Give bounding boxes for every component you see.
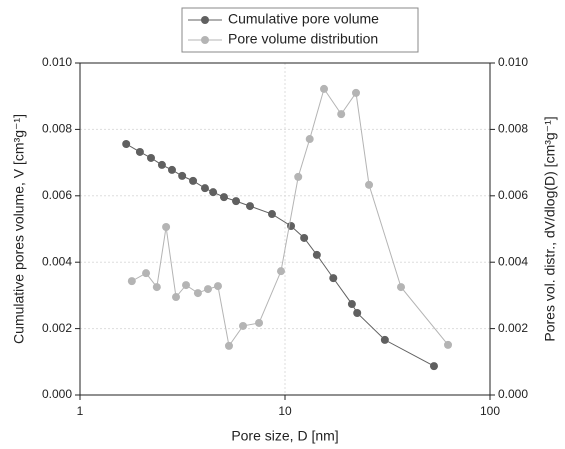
data-point xyxy=(300,233,309,242)
data-point xyxy=(276,267,285,276)
x-tick-label: 1 xyxy=(77,404,84,418)
y2-tick-label: 0.000 xyxy=(498,387,528,401)
data-point xyxy=(182,281,191,290)
data-point xyxy=(219,193,228,202)
x-tick-label: 100 xyxy=(480,404,500,418)
y2-tick-label: 0.002 xyxy=(498,321,528,335)
data-point xyxy=(267,210,276,219)
data-point xyxy=(122,140,131,149)
data-point xyxy=(294,172,303,181)
data-point xyxy=(203,285,212,294)
y-axis-label: Cumulative pores volume, V [cm³g⁻¹] xyxy=(11,114,27,344)
legend-marker xyxy=(201,16,209,24)
legend-box xyxy=(181,7,419,53)
data-point xyxy=(209,188,218,197)
y2-tick-label: 0.006 xyxy=(498,188,528,202)
data-point xyxy=(127,277,136,286)
data-point xyxy=(329,274,338,283)
data-point xyxy=(365,180,374,189)
y-tick-label: 0.002 xyxy=(42,321,72,335)
y-tick-label: 0.010 xyxy=(42,55,72,69)
data-point xyxy=(347,300,356,309)
data-point xyxy=(246,202,255,211)
data-point xyxy=(157,160,166,169)
data-point xyxy=(337,110,346,119)
legend-label: Cumulative pore volume xyxy=(228,11,379,27)
data-point xyxy=(193,289,202,298)
data-point xyxy=(429,362,438,371)
data-point xyxy=(147,153,156,162)
data-point xyxy=(178,171,187,180)
data-point xyxy=(444,340,453,349)
data-point xyxy=(162,223,171,232)
data-point xyxy=(396,283,405,292)
y2-tick-label: 0.004 xyxy=(498,254,528,268)
data-point xyxy=(255,318,264,327)
data-point xyxy=(352,88,361,97)
data-point xyxy=(239,321,248,330)
x-tick-label: 10 xyxy=(278,404,292,418)
series-line xyxy=(131,87,449,348)
data-point xyxy=(380,335,389,344)
data-point xyxy=(152,283,161,292)
legend-marker xyxy=(201,36,209,44)
data-point xyxy=(142,269,151,278)
data-point xyxy=(305,135,314,144)
data-point xyxy=(320,84,329,93)
data-point xyxy=(172,293,181,302)
data-point xyxy=(167,165,176,174)
y-tick-label: 0.006 xyxy=(42,188,72,202)
data-point xyxy=(135,147,144,156)
plot-frame xyxy=(79,62,491,396)
y2-axis-label: Pores vol. distr., dV/dlog(D) [cm³g⁻¹] xyxy=(542,116,558,341)
data-point xyxy=(232,197,241,206)
y-tick-label: 0.008 xyxy=(42,122,72,136)
data-point xyxy=(189,176,198,185)
y-tick-label: 0.000 xyxy=(42,387,72,401)
x-axis-label: Pore size, D [nm] xyxy=(231,428,338,444)
series-line xyxy=(125,143,435,367)
data-point xyxy=(213,282,222,291)
y2-tick-label: 0.008 xyxy=(498,122,528,136)
y-tick-label: 0.004 xyxy=(42,254,72,268)
legend-label: Pore volume distribution xyxy=(228,31,378,47)
data-point xyxy=(200,184,209,193)
data-point xyxy=(224,341,233,350)
data-point xyxy=(353,308,362,317)
y2-tick-label: 0.010 xyxy=(498,55,528,69)
data-point xyxy=(312,250,321,259)
